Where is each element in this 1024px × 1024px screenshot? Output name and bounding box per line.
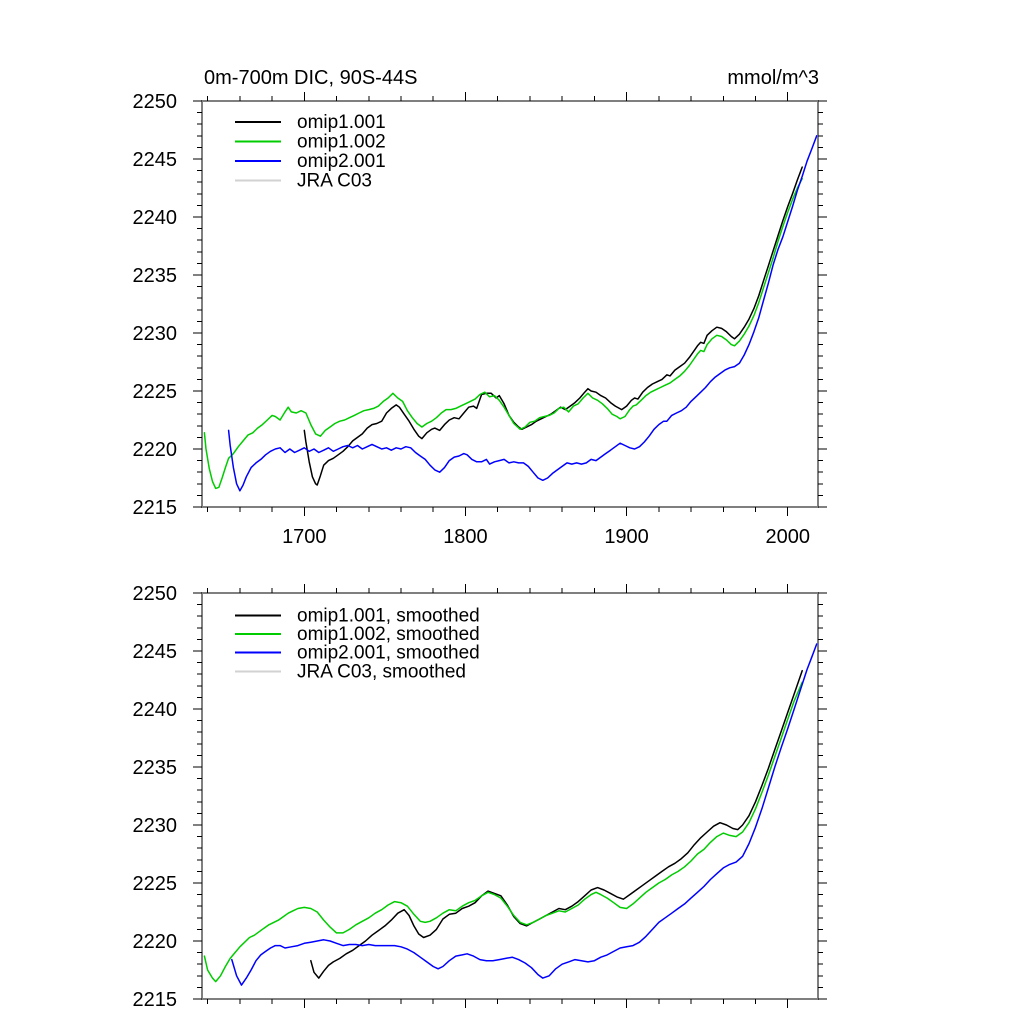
y-tick-label: 2235 bbox=[133, 265, 178, 287]
series-omip2-001 bbox=[227, 135, 818, 492]
plot-frame bbox=[201, 592, 819, 1000]
y-tick-label: 2215 bbox=[133, 989, 178, 1011]
ticks bbox=[193, 92, 827, 516]
series-omip1-002 bbox=[203, 177, 803, 490]
top-panel-title: 0m-700m DIC, 90S-44S bbox=[204, 67, 417, 89]
y-tick-label: 2215 bbox=[133, 497, 178, 519]
bottom-panel: 2215 2220 2225 2230 2235 2240 2245 2250 bbox=[133, 583, 827, 1011]
legend-label-omip1-001-smoothed: omip1.001, smoothed bbox=[297, 606, 480, 627]
legend-label-omip2-001-smoothed: omip2.001, smoothed bbox=[297, 643, 480, 664]
series-omip1-001 bbox=[303, 166, 803, 486]
y-tick-label: 2225 bbox=[133, 873, 178, 895]
y-tick-label: 2230 bbox=[133, 323, 178, 345]
legend-label-jra-c03: JRA C03 bbox=[297, 171, 372, 192]
y-tick-label: 2220 bbox=[133, 931, 178, 953]
x-tick-label: 1700 bbox=[282, 526, 327, 548]
y-tick-label: 2245 bbox=[133, 641, 178, 663]
y-tick-label: 2235 bbox=[133, 757, 178, 779]
legend-label-omip2-001: omip2.001 bbox=[297, 151, 386, 172]
series-omip1-001-smoothed bbox=[310, 669, 803, 979]
top-panel: 1700 1800 1900 2000 2215 2220 2225 2230 2235 2240… bbox=[133, 91, 827, 548]
y-tick-label: 2240 bbox=[133, 699, 178, 721]
y-tick-label: 2250 bbox=[133, 91, 178, 113]
legend-bottom-panel: omip1.001, smoothed omip1.002, smoothed … bbox=[235, 606, 480, 683]
y-tick-label: 2220 bbox=[133, 439, 178, 461]
y-tick-label: 2250 bbox=[133, 583, 178, 605]
ticks bbox=[193, 584, 827, 1008]
legend-label-omip1-002-smoothed: omip1.002, smoothed bbox=[297, 624, 480, 645]
legend-label-jra-c03-smoothed: JRA C03, smoothed bbox=[297, 662, 466, 683]
plot-frame bbox=[201, 100, 819, 508]
legend-top-panel: omip1.001 omip1.002 omip2.001 JRA C03 bbox=[235, 112, 386, 192]
series-omip2-001-smoothed bbox=[231, 643, 818, 986]
y-tick-label: 2225 bbox=[133, 381, 178, 403]
y-tick-label: 2230 bbox=[133, 815, 178, 837]
y-tick-label: 2240 bbox=[133, 207, 178, 229]
legend-label-omip1-001: omip1.001 bbox=[297, 112, 386, 133]
legend-label-omip1-002: omip1.002 bbox=[297, 132, 386, 153]
top-panel-units-label: mmol/m^3 bbox=[727, 67, 819, 89]
x-tick-label: 1800 bbox=[443, 526, 488, 548]
y-tick-label: 2245 bbox=[133, 149, 178, 171]
x-tick-label: 2000 bbox=[765, 526, 810, 548]
series-omip1-002-smoothed bbox=[203, 681, 803, 983]
panels-layer: 1700 1800 1900 2000 2215 2220 2225 2230 2235 2240… bbox=[133, 91, 827, 1011]
x-tick-label: 1900 bbox=[604, 526, 649, 548]
